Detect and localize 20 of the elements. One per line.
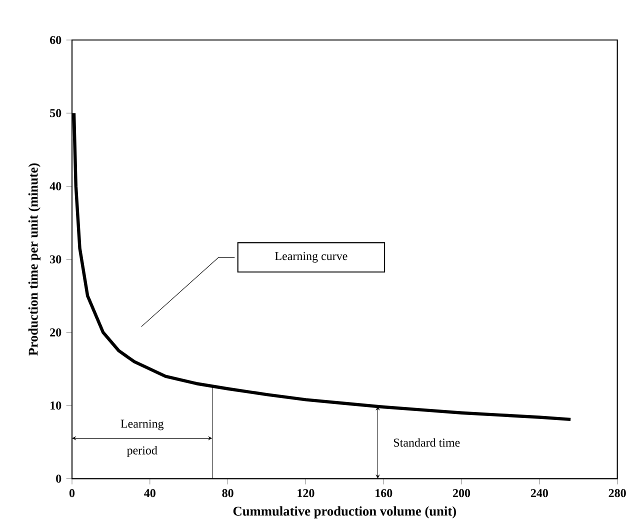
y-tick-label: 10 xyxy=(50,402,62,410)
y-tick-label: 30 xyxy=(50,255,62,264)
x-tick-label: 240 xyxy=(530,489,548,498)
y-tick-label: 0 xyxy=(56,474,62,483)
x-tick-label: 280 xyxy=(608,489,626,498)
x-tick-label: 80 xyxy=(222,489,234,498)
x-tick-label: 40 xyxy=(144,489,156,498)
text: Learning period xyxy=(120,420,164,457)
x-tick-label: 160 xyxy=(376,489,392,498)
x-tick-label: 200 xyxy=(453,489,470,498)
y-tick-label: 50 xyxy=(50,109,62,118)
annotation: Learning curve xyxy=(275,252,348,263)
y-axis-title: Production time per unit (minute) xyxy=(28,163,40,356)
y-tick-label: 40 xyxy=(50,182,62,190)
x-axis-title: Cummulative production volume (unit) xyxy=(233,506,456,518)
y-tick-label: 60 xyxy=(50,36,62,44)
annotation: Standard time xyxy=(394,438,460,447)
x-tick-label: 0 xyxy=(69,489,75,498)
x-tick-label: 120 xyxy=(298,489,314,498)
y-tick-label: 20 xyxy=(50,328,62,337)
